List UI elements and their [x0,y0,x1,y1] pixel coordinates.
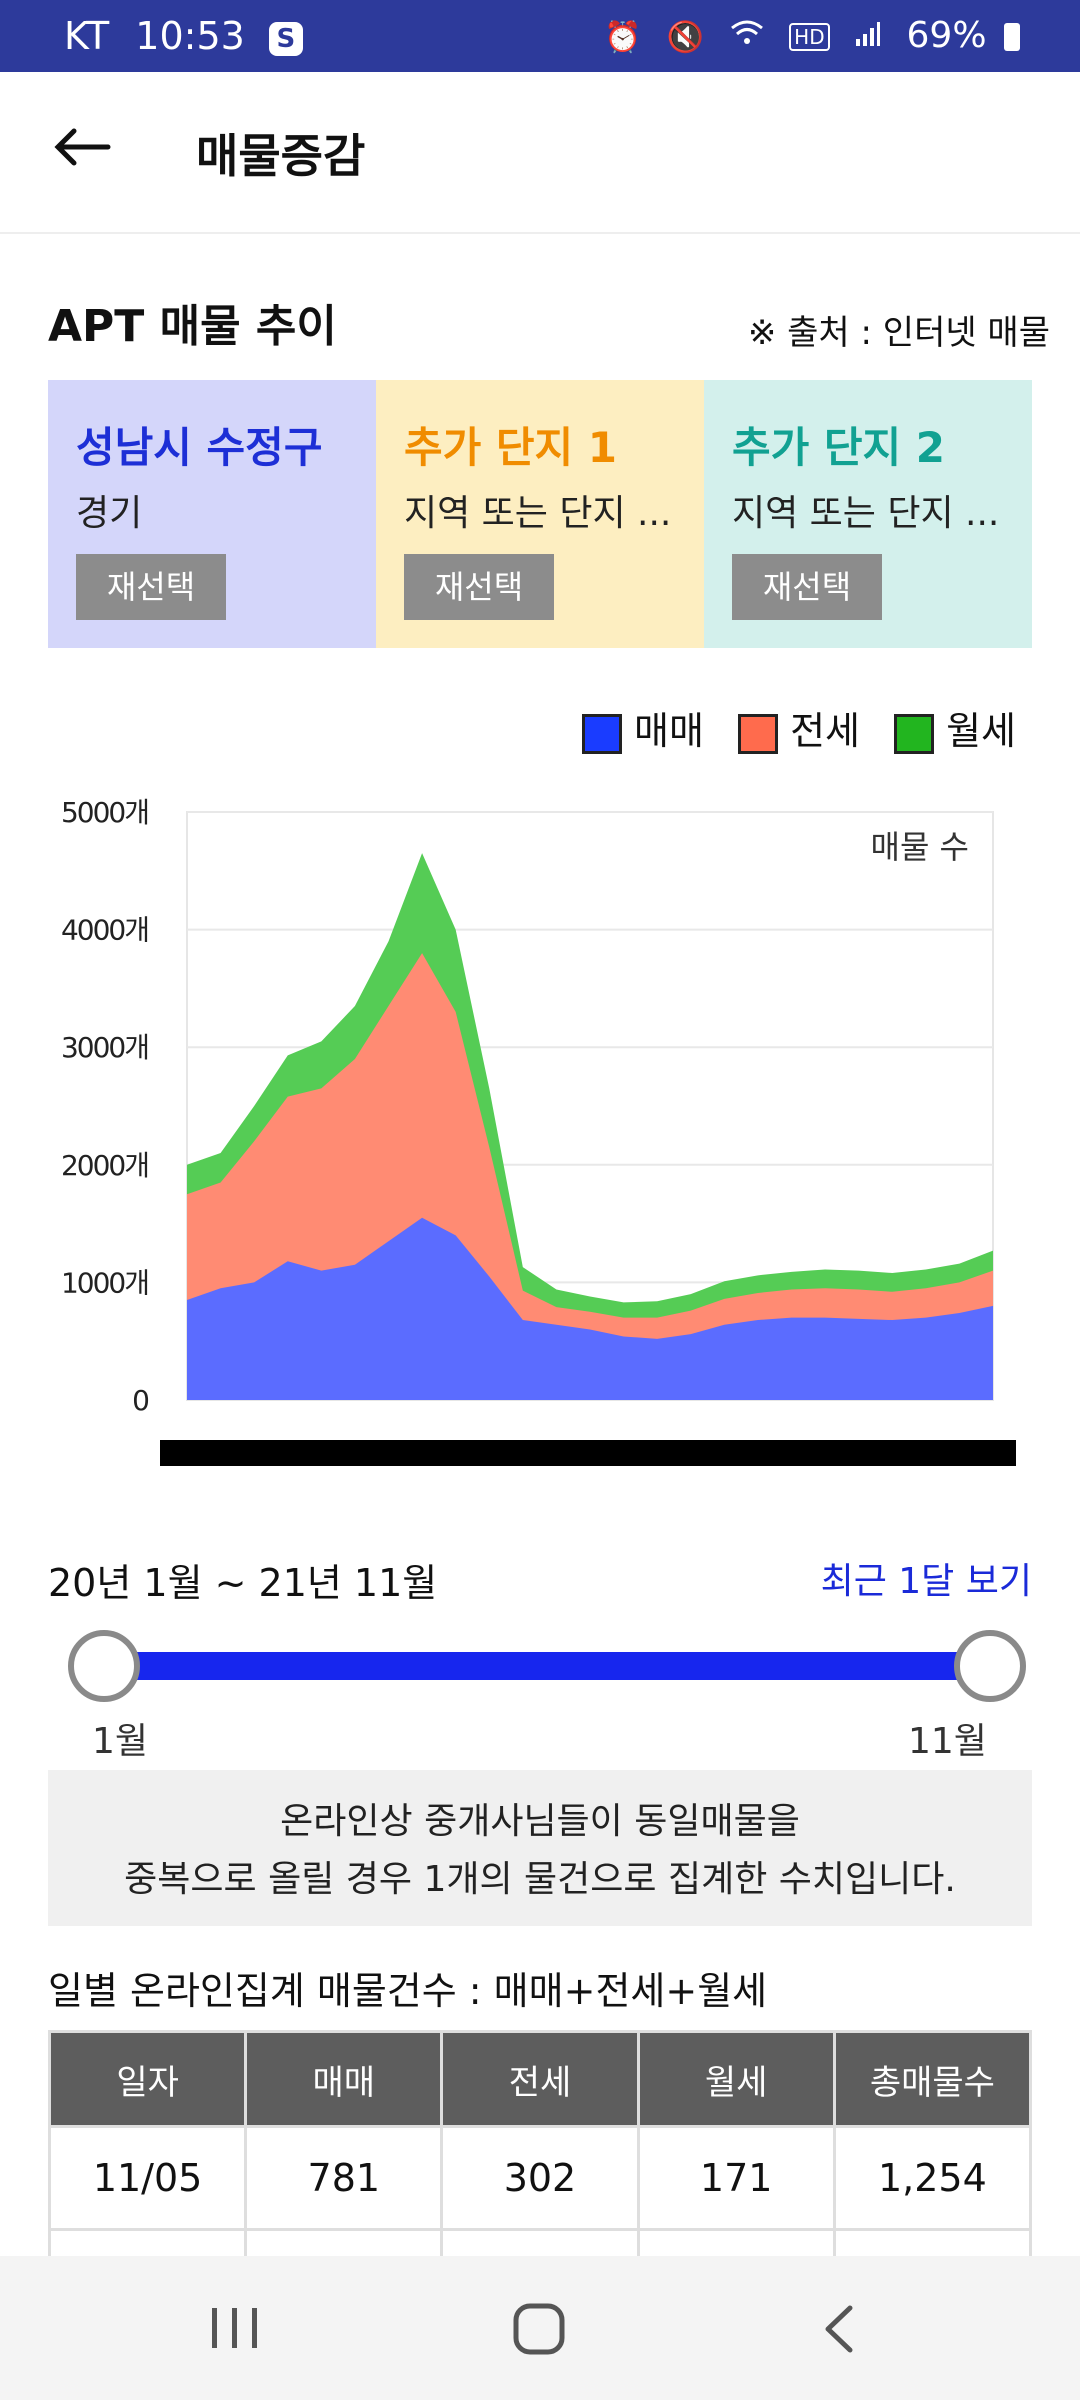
wifi-icon [730,2,764,74]
alarm-icon: ⏰ [604,20,642,55]
col-header-sale: 매매 [244,2030,444,2128]
legend-item-sale: 매매 [582,700,704,755]
notice-line: 중복으로 올릴 경우 1개의 물건으로 집계한 수치입니다. [124,1859,956,1900]
legend-label: 월세 [946,709,1016,753]
date-range-label: 20년 1월 ~ 21년 11월 [48,1561,438,1605]
hd-icon: HD [789,23,830,51]
y-tick-label: 4000개 [61,914,148,947]
x-axis-labels-obscured [160,1440,1016,1466]
recent-month-link[interactable]: 최근 1달 보기 [820,1561,1032,1602]
y-tick-label: 2000개 [61,1149,148,1182]
cell-sale: 781 [244,2125,444,2231]
status-bar: KT 10:53 S ⏰ 🔇 HD 69% [0,0,1080,72]
add-complex-title: 추가 단지 2 [732,423,946,472]
source-note: ※ 출처 : 인터넷 매물 [747,313,1050,353]
table-row: 11/05 781 302 171 1,254 [47,2125,1033,2231]
back-arrow-icon[interactable] [52,114,122,184]
cell-monthly: 171 [636,2125,836,2231]
y-tick-label: 5000개 [61,796,148,829]
add-complex-placeholder: 지역 또는 단지 ... [404,493,672,534]
col-header-monthly: 월세 [636,2030,836,2128]
chart-legend: 매매 전세 월세 [560,700,1016,754]
region-province: 경기 [76,493,143,534]
recent-apps-icon[interactable] [134,2256,334,2400]
reselect-button[interactable]: 재선택 [404,554,554,620]
app-notification-icon: S [268,21,303,56]
chart-inner-label: 매물 수 [871,828,970,866]
table-header-row: 일자 매매 전세 월세 총매물수 [47,2030,1033,2128]
carrier-label: KT [64,14,110,58]
battery-icon [1004,23,1020,51]
area-series-매매 [187,1217,993,1400]
col-header-date: 일자 [47,2030,248,2128]
cell-jeonse: 302 [440,2125,640,2231]
add-complex-title: 추가 단지 1 [404,423,618,472]
reselect-button[interactable]: 재선택 [76,554,226,620]
region-name: 성남시 수정구 [76,423,323,472]
back-nav-icon[interactable] [740,2256,940,2400]
range-slider-start-handle[interactable] [68,1630,140,1702]
range-max-label: 11월 [908,1721,987,1762]
legend-swatch [738,713,779,754]
legend-item-jeonse: 전세 [738,700,860,755]
y-tick-label: 0 [132,1384,148,1417]
signal-icon [855,2,881,74]
clock: 10:53 [135,14,245,58]
y-tick-label: 1000개 [61,1266,148,1299]
reselect-button[interactable]: 재선택 [732,554,882,620]
add-complex-card-2[interactable]: 추가 단지 2 지역 또는 단지 ... 재선택 [704,380,1032,648]
region-card-selected[interactable]: 성남시 수정구 경기 재선택 [48,380,376,648]
aggregation-notice: 온라인상 중개사님들이 동일매물을 중복으로 올릴 경우 1개의 물건으로 집계… [48,1770,1032,1926]
col-header-total: 총매물수 [832,2030,1033,2128]
legend-label: 전세 [790,709,860,753]
page-title: 매물증감 [196,129,366,183]
notice-line: 온라인상 중개사님들이 동일매물을 [280,1801,800,1842]
legend-swatch [582,713,623,754]
add-complex-card-1[interactable]: 추가 단지 1 지역 또는 단지 ... 재선택 [376,380,704,648]
legend-swatch [894,713,935,754]
y-tick-label: 3000개 [61,1031,148,1064]
cell-date: 11/05 [47,2125,248,2231]
system-nav-bar [0,2256,1080,2400]
range-min-label: 1월 [92,1721,149,1762]
legend-item-monthly: 월세 [894,700,1016,755]
add-complex-placeholder: 지역 또는 단지 ... [732,493,1000,534]
cell-total: 1,254 [832,2125,1033,2231]
mute-icon: 🔇 [666,20,705,55]
home-icon[interactable] [440,2256,640,2400]
section-title: APT 매물 추이 [48,301,337,352]
range-slider-end-handle[interactable] [954,1630,1026,1702]
range-slider-track[interactable] [100,1652,984,1680]
app-header: 매물증감 [0,72,1080,234]
table-title: 일별 온라인집계 매물건수 : 매매+전세+월세 [48,1969,768,2013]
col-header-jeonse: 전세 [440,2030,640,2128]
battery-level: 69% [906,15,987,56]
legend-label: 매매 [634,709,704,753]
